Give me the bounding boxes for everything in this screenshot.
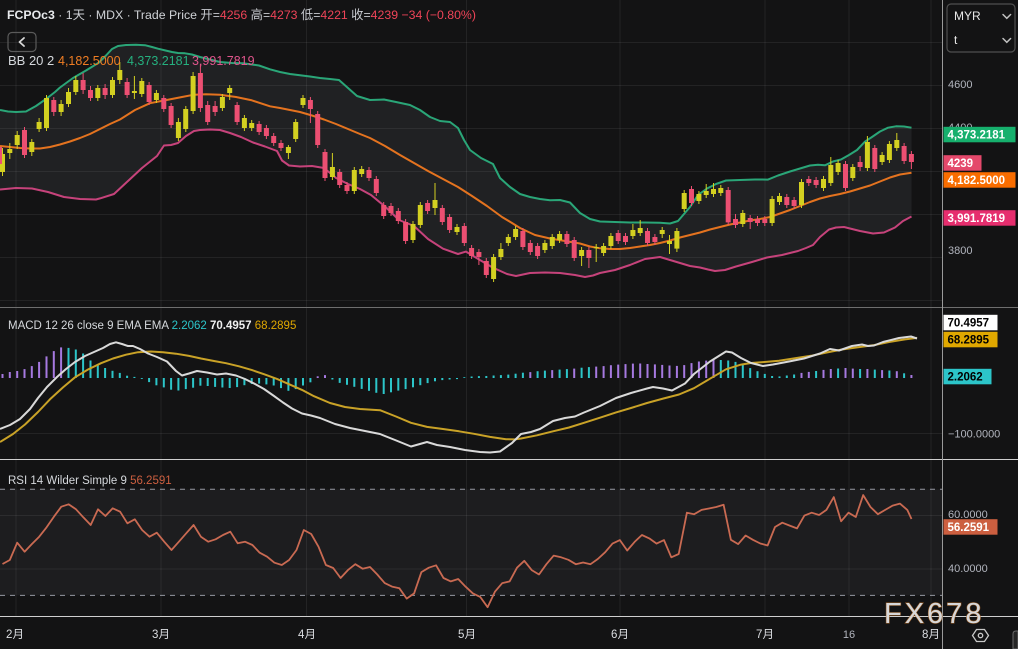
svg-text:3,991.7819: 3,991.7819 [948,213,1006,225]
svg-text:4239: 4239 [948,158,974,170]
svg-text:56.2591: 56.2591 [948,522,990,534]
svg-text:−100.0000: −100.0000 [948,429,1000,441]
svg-text:4,373.2181: 4,373.2181 [127,54,190,68]
svg-text:6月: 6月 [611,629,629,641]
svg-text:2月: 2月 [6,629,24,641]
svg-text:70.4957: 70.4957 [948,318,990,330]
svg-text:7月: 7月 [756,629,774,641]
svg-text:MYR: MYR [954,9,981,23]
svg-text:8月: 8月 [922,629,940,641]
svg-text:2.2062: 2.2062 [948,372,983,384]
svg-text:4月: 4月 [298,629,316,641]
svg-text:4,182.5000: 4,182.5000 [58,54,121,68]
svg-text:FCPOc3 · 1天 · MDX · Trade Pric: FCPOc3 · 1天 · MDX · Trade Price 开=4256 高… [7,7,476,22]
svg-text:5月: 5月 [458,629,476,641]
svg-text:t: t [954,33,958,47]
svg-text:68.2895: 68.2895 [948,335,990,347]
svg-text:16: 16 [843,629,855,641]
svg-text:4,182.5000: 4,182.5000 [948,175,1006,187]
svg-text:3,991.7819: 3,991.7819 [192,54,255,68]
svg-text:4600: 4600 [948,79,972,91]
svg-text:FX678: FX678 [884,598,984,630]
svg-text:BB 20 2: BB 20 2 [8,53,54,68]
svg-text:3月: 3月 [152,629,170,641]
svg-text:4,373.2181: 4,373.2181 [948,130,1006,142]
svg-text:RSI 14 Wilder Simple 9 56.2591: RSI 14 Wilder Simple 9 56.2591 [8,475,172,487]
svg-text:3800: 3800 [948,245,972,257]
svg-text:40.0000: 40.0000 [948,563,988,575]
svg-text:MACD 12 26 close 9 EMA EMA 2.2: MACD 12 26 close 9 EMA EMA 2.2062 70.495… [8,320,296,332]
svg-text:60.0000: 60.0000 [948,509,988,521]
